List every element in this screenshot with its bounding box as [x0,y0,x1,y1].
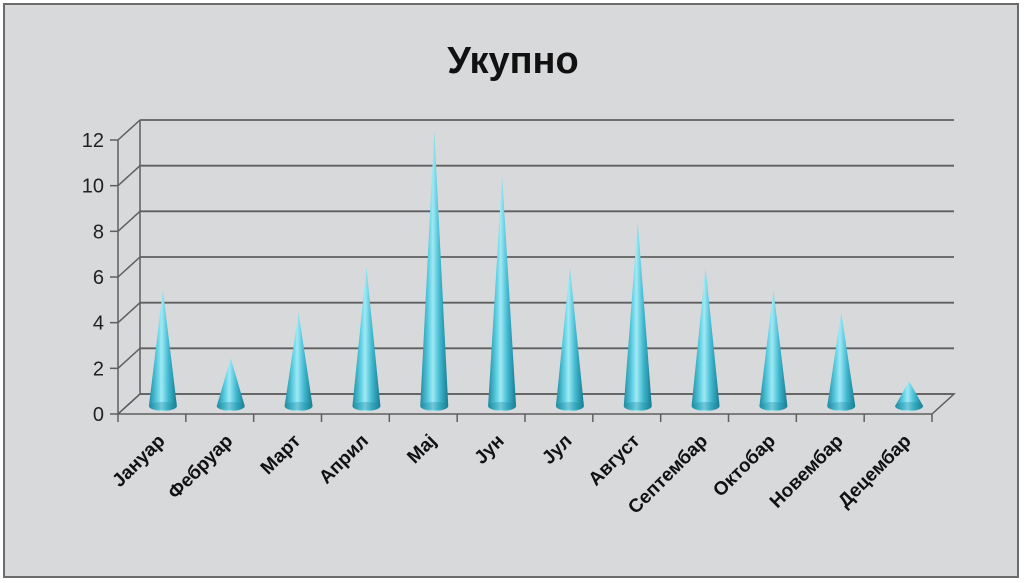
cone-series [148,130,924,412]
cone-mark [555,267,584,412]
cone-mark [420,130,449,412]
y-tick-label: 2 [93,358,104,380]
y-tick-label: 10 [82,176,104,198]
cone-4 [352,267,381,412]
cone-9 [691,267,720,412]
cone-mark [623,221,652,412]
y-axis: 0 2 4 6 8 10 12 [82,130,118,426]
cone-base [827,402,856,410]
cone-mark [827,312,856,412]
x-tick-label: Август [585,431,645,491]
y-tick-label: 8 [93,221,104,243]
cone-mark [759,289,788,412]
x-tick-label: Октобар [709,431,780,502]
cone-5 [420,130,449,412]
y-tick-label: 4 [93,313,104,335]
gridline-diagonal [117,302,141,324]
x-tick-label: Децембар [834,431,915,512]
cone-11 [827,312,856,412]
gridline-diagonal [117,119,141,141]
x-tick-label: Март [257,431,305,479]
cone-base [895,402,924,410]
cone-8 [623,221,652,412]
cone-7 [555,267,584,412]
y-tick-label: 6 [93,267,104,289]
cone-base [148,402,177,410]
cone-1 [148,289,177,412]
cone-base [555,402,584,410]
cone-2 [216,358,245,411]
cone-base [420,402,449,410]
cone-mark [148,289,177,412]
cone-mark [216,358,245,411]
y-tick-label: 12 [82,130,104,152]
cone-6 [488,175,517,412]
x-tick-label: Јануар [109,431,170,492]
gridline-diagonal [117,210,141,232]
cone-base [488,402,517,410]
cone-base [691,402,720,410]
cone-base [352,402,381,410]
x-tick-label: Јул [538,431,576,469]
gridline-diagonal [117,347,141,369]
x-tick-label: Новембар [766,431,848,513]
cone-mark [691,267,720,412]
cone-base [216,402,245,410]
gridlines [117,119,954,415]
cone-12 [895,381,924,412]
x-tick-label: Јун [471,431,509,469]
x-tick-label: Фебруар [164,431,237,504]
cone-3 [284,312,313,412]
chart-frame: Укупно 0 2 4 6 8 10 12 Јануар Фебруар Март Април М… [3,3,1019,578]
cone-10 [759,289,788,412]
cone-mark [352,267,381,412]
chart-walls [116,120,956,415]
cone-mark [895,381,924,412]
gridline-diagonal [117,256,141,278]
gridline-diagonal [117,393,141,415]
cone-base [759,402,788,410]
cone-base [284,402,313,410]
x-tick-label: Април [315,431,373,489]
cone-mark [284,312,313,412]
x-tick-label: Мај [403,431,440,468]
cone-mark [488,175,517,412]
cone-base [623,402,652,410]
chart-title: Укупно [447,40,578,82]
gridline-diagonal [117,165,141,187]
y-tick-label: 0 [93,404,104,426]
